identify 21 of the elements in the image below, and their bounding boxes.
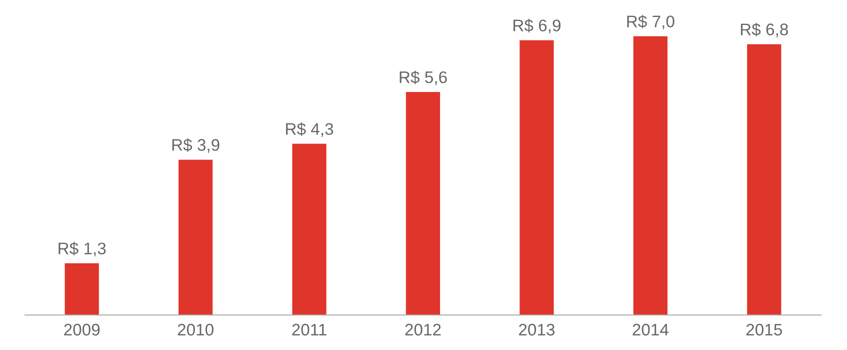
x-tick-label: 2010 xyxy=(178,324,214,336)
x-tick-label: 2013 xyxy=(519,324,555,336)
x-tick-label: 2009 xyxy=(64,324,100,336)
data-label: R$ 6,9 xyxy=(514,18,560,34)
bar xyxy=(747,44,782,315)
bar xyxy=(406,92,440,315)
data-label: R$ 4,3 xyxy=(286,122,334,137)
data-label: R$ 7,0 xyxy=(627,14,674,30)
bar xyxy=(292,144,326,315)
bar xyxy=(520,40,554,315)
data-label: R$ 1,3 xyxy=(58,242,106,256)
x-tick-label: 2015 xyxy=(746,324,782,336)
data-label: R$ 5,6 xyxy=(400,70,447,86)
data-label: R$ 6,8 xyxy=(740,22,788,38)
bar xyxy=(633,36,668,315)
bar xyxy=(64,263,99,315)
x-tick-label: 2014 xyxy=(632,324,668,336)
data-label: R$ 3,9 xyxy=(172,138,220,153)
x-tick-label: 2012 xyxy=(405,324,441,336)
x-tick-label: 2011 xyxy=(292,324,326,336)
bar xyxy=(178,160,213,315)
